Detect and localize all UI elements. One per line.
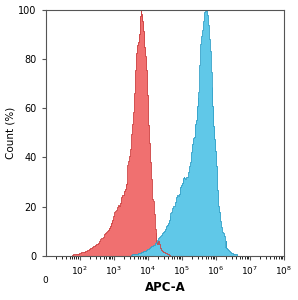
X-axis label: APC-A: APC-A [145, 281, 185, 294]
Text: 0: 0 [43, 276, 49, 285]
Y-axis label: Count (%): Count (%) [6, 106, 15, 159]
